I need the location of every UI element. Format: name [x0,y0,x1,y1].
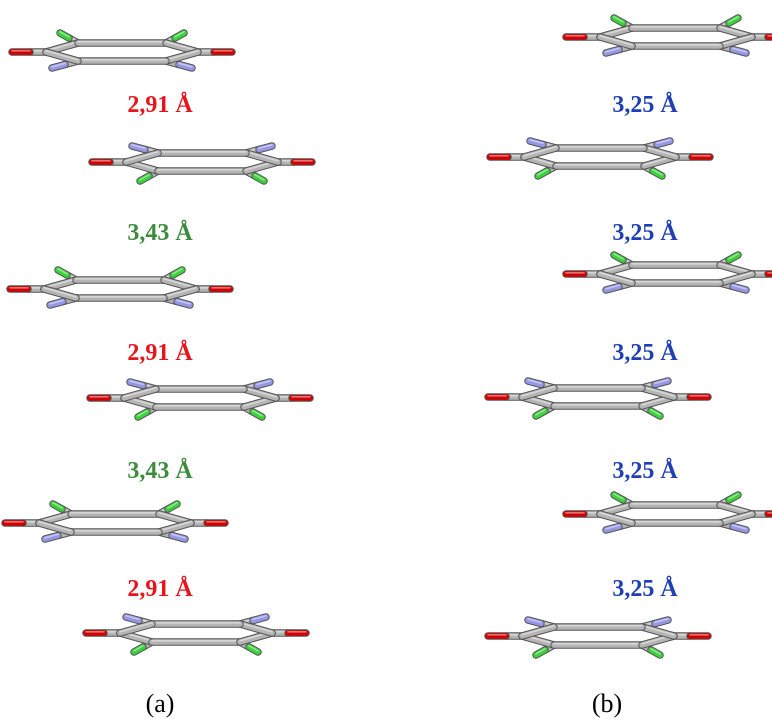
panel-label-a: (a) [146,689,175,718]
molecule-a-1 [8,29,236,72]
distance-label-b-2: 3,25 Å [612,220,678,246]
molecule-a-6 [82,613,310,656]
molecule-b-3 [562,251,772,294]
distance-label-b-4: 3,25 Å [612,458,678,484]
distance-label-a-3: 2,91 Å [127,340,193,366]
distance-label-a-5: 2,91 Å [127,576,193,602]
molecule-b-6 [484,616,712,659]
molecule-b-5 [562,491,772,534]
molecule-b-4 [484,377,712,420]
distance-label-a-4: 3,43 Å [127,458,193,484]
molecule-a-4 [86,378,314,421]
molecule-a-2 [88,142,316,185]
distance-label-b-5: 3,25 Å [612,576,678,602]
molecule-b-1 [562,14,772,57]
molecule-a-3 [6,266,234,309]
panel-label-b: (b) [592,689,622,718]
molecule-b-2 [486,137,714,180]
distance-label-b-3: 3,25 Å [612,340,678,366]
distance-label-b-1: 3,25 Å [612,92,678,118]
molecule-a-5 [1,500,229,543]
distance-label-a-2: 3,43 Å [127,220,193,246]
distance-label-a-1: 2,91 Å [127,92,193,118]
